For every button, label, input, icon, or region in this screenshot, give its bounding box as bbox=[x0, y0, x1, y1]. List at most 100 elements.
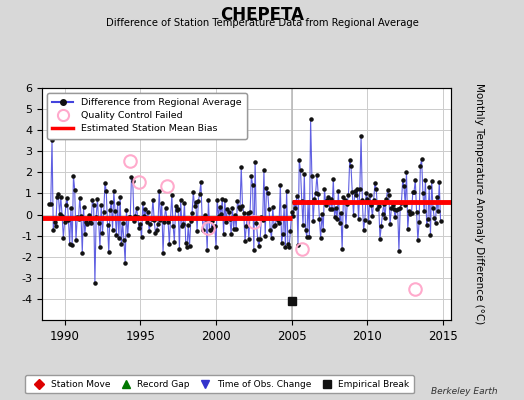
Point bbox=[335, 220, 344, 226]
Point bbox=[369, 196, 378, 203]
Point bbox=[274, 217, 282, 223]
Point bbox=[235, 204, 243, 210]
Point bbox=[436, 218, 445, 225]
Point bbox=[77, 213, 85, 220]
Point bbox=[126, 214, 135, 220]
Point bbox=[127, 174, 136, 180]
Point bbox=[62, 202, 70, 208]
Point bbox=[179, 220, 188, 227]
Point bbox=[266, 227, 275, 233]
Point bbox=[69, 173, 78, 179]
Point bbox=[356, 186, 364, 192]
Point bbox=[195, 191, 204, 198]
Point bbox=[151, 230, 160, 236]
Point bbox=[310, 196, 319, 203]
Point bbox=[418, 156, 426, 162]
Point bbox=[193, 228, 201, 234]
Point bbox=[434, 208, 442, 214]
Point bbox=[267, 235, 276, 242]
Point bbox=[381, 215, 389, 221]
Point bbox=[386, 221, 394, 227]
Point bbox=[209, 224, 217, 230]
Point bbox=[328, 206, 336, 212]
Point bbox=[324, 194, 332, 200]
Point bbox=[115, 235, 123, 241]
Point bbox=[221, 197, 229, 204]
Point bbox=[174, 206, 182, 212]
Point bbox=[146, 221, 155, 228]
Point bbox=[124, 232, 132, 239]
Point bbox=[173, 207, 181, 213]
Point bbox=[366, 191, 374, 198]
Point bbox=[247, 173, 256, 180]
Point bbox=[159, 250, 167, 256]
Point bbox=[401, 202, 409, 208]
Point bbox=[329, 176, 337, 182]
Point bbox=[385, 192, 393, 199]
Point bbox=[420, 208, 428, 214]
Point bbox=[60, 218, 69, 225]
Point bbox=[313, 172, 321, 178]
Point bbox=[334, 188, 343, 194]
Point bbox=[154, 220, 162, 227]
Point bbox=[251, 159, 259, 165]
Point bbox=[379, 200, 388, 207]
Point bbox=[435, 179, 443, 186]
Point bbox=[181, 240, 190, 246]
Point bbox=[106, 207, 114, 213]
Point bbox=[155, 188, 163, 194]
Point bbox=[66, 240, 74, 247]
Point bbox=[107, 199, 115, 206]
Point bbox=[183, 244, 191, 250]
Point bbox=[392, 206, 400, 213]
Point bbox=[311, 190, 320, 196]
Point bbox=[333, 216, 341, 222]
Point bbox=[292, 193, 301, 200]
Point bbox=[283, 241, 292, 247]
Point bbox=[363, 196, 372, 202]
Point bbox=[145, 227, 154, 234]
Point bbox=[372, 186, 380, 192]
Point bbox=[410, 188, 418, 195]
Point bbox=[291, 205, 300, 211]
Point bbox=[415, 219, 423, 225]
Point bbox=[307, 116, 315, 122]
Point bbox=[255, 243, 263, 250]
Point bbox=[161, 204, 170, 211]
Point bbox=[258, 217, 267, 223]
Point bbox=[367, 202, 375, 208]
Point bbox=[48, 137, 56, 143]
Point bbox=[83, 220, 92, 227]
Point bbox=[308, 172, 316, 179]
Point bbox=[301, 227, 310, 234]
Point bbox=[202, 216, 210, 222]
Point bbox=[236, 206, 244, 212]
Point bbox=[249, 247, 258, 253]
Point bbox=[185, 243, 194, 250]
Point bbox=[407, 210, 416, 216]
Point bbox=[110, 188, 118, 195]
Point bbox=[222, 218, 230, 225]
Point bbox=[395, 248, 403, 254]
Point bbox=[71, 186, 79, 193]
Point bbox=[141, 206, 149, 212]
Point bbox=[424, 216, 432, 222]
Point bbox=[402, 169, 411, 175]
Point bbox=[399, 176, 407, 183]
Point bbox=[178, 223, 186, 229]
Point bbox=[320, 186, 329, 192]
Point bbox=[227, 230, 235, 237]
Point bbox=[94, 220, 103, 226]
Point bbox=[82, 219, 90, 225]
Point bbox=[45, 201, 53, 208]
Point bbox=[282, 188, 291, 194]
Point bbox=[113, 200, 122, 206]
Point bbox=[223, 206, 232, 212]
Point bbox=[63, 195, 71, 201]
Text: Berkeley Earth: Berkeley Earth bbox=[431, 387, 498, 396]
Point bbox=[289, 213, 297, 219]
Point bbox=[237, 164, 245, 170]
Point bbox=[387, 205, 396, 212]
Point bbox=[192, 198, 200, 205]
Point bbox=[239, 210, 248, 216]
